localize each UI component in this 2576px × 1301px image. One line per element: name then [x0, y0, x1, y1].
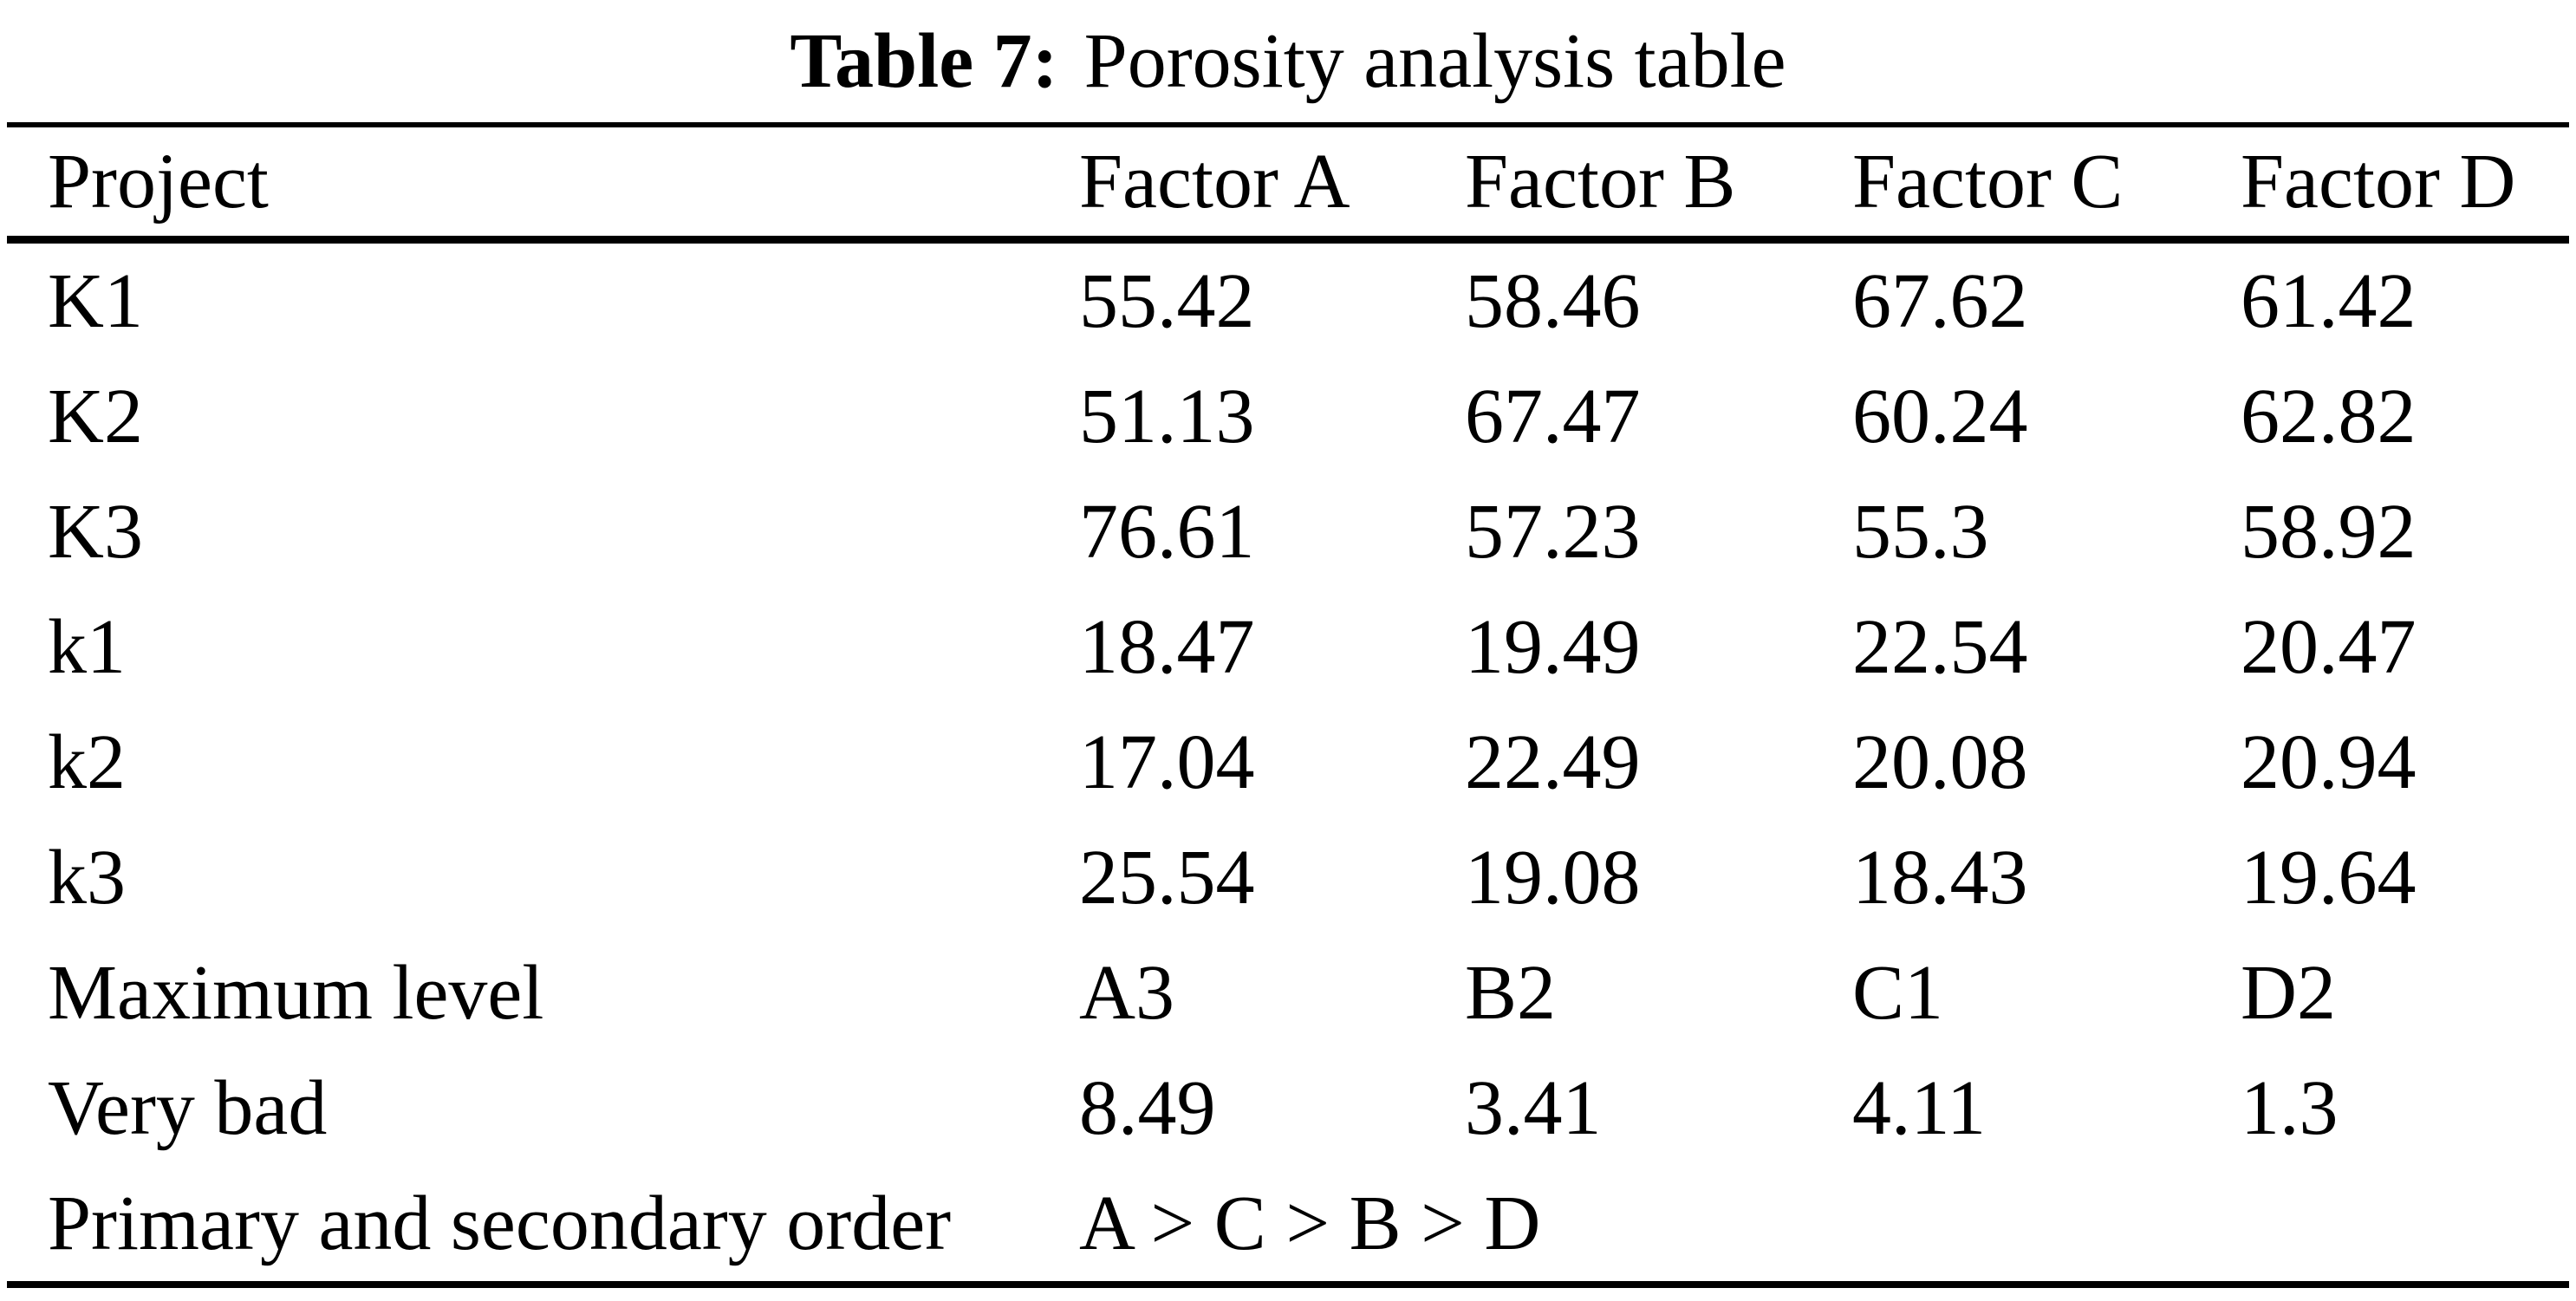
cell-value: 20.47 — [2241, 603, 2417, 690]
cell-value: 19.64 — [2241, 834, 2417, 920]
cell-value: 55.42 — [1079, 257, 1255, 344]
cell-value: 67.62 — [1852, 257, 2028, 344]
cell-value: 18.43 — [1852, 834, 2028, 920]
cell-value: 55.3 — [1852, 488, 1989, 575]
cell-value: 20.94 — [2241, 719, 2417, 805]
table-caption: Table 7: Porosity analysis table — [0, 0, 2576, 122]
cell-value: 1.3 — [2241, 1064, 2339, 1151]
cell-value: 4.11 — [1852, 1064, 1987, 1151]
cell-value: 58.92 — [2241, 488, 2417, 575]
row-label: K3 — [48, 488, 143, 575]
row-label: k1 — [48, 603, 126, 690]
cell-value: 57.23 — [1465, 488, 1641, 575]
cell-value: A3 — [1079, 949, 1174, 1036]
table-row: K1 55.42 58.46 67.62 61.42 — [7, 240, 2569, 360]
table-row: k1 18.47 19.49 22.54 20.47 — [7, 589, 2569, 705]
table-row: Primary and secondary order A > C > B > … — [7, 1166, 2569, 1285]
table-row: k2 17.04 22.49 20.08 20.94 — [7, 705, 2569, 820]
cell-value: 76.61 — [1079, 488, 1255, 575]
cell-value: 61.42 — [2241, 257, 2417, 344]
table-row: K3 76.61 57.23 55.3 58.92 — [7, 474, 2569, 589]
table-row: k3 25.54 19.08 18.43 19.64 — [7, 820, 2569, 935]
cell-value: 67.47 — [1465, 373, 1641, 459]
row-label: k2 — [48, 719, 126, 805]
cell-value: 22.54 — [1852, 603, 2028, 690]
column-header-factor-d: Factor D — [2241, 138, 2516, 224]
row-label: Primary and secondary order — [48, 1180, 952, 1266]
cell-value: 19.49 — [1465, 603, 1641, 690]
cell-value: B2 — [1465, 949, 1557, 1036]
column-header-factor-b: Factor B — [1465, 138, 1736, 224]
cell-value: 8.49 — [1079, 1064, 1216, 1151]
cell-value: D2 — [2241, 949, 2336, 1036]
column-header-factor-a: Factor A — [1079, 138, 1350, 224]
cell-value: C1 — [1852, 949, 1944, 1036]
cell-value: 22.49 — [1465, 719, 1641, 805]
table-row: Very bad 8.49 3.41 4.11 1.3 — [7, 1051, 2569, 1166]
row-label: Maximum level — [48, 949, 544, 1036]
row-label: Very bad — [48, 1064, 328, 1151]
column-header-factor-c: Factor C — [1852, 138, 2124, 224]
cell-value: 17.04 — [1079, 719, 1255, 805]
row-label: K1 — [48, 257, 143, 344]
cell-value: A > C > B > D — [1079, 1180, 1541, 1266]
column-header-project: Project — [48, 138, 269, 224]
cell-value: 3.41 — [1465, 1064, 1602, 1151]
table-row: K2 51.13 67.47 60.24 62.82 — [7, 359, 2569, 474]
cell-value: 51.13 — [1079, 373, 1255, 459]
row-label: K2 — [48, 373, 143, 459]
cell-value: 18.47 — [1079, 603, 1255, 690]
row-label: k3 — [48, 834, 126, 920]
cell-value: 25.54 — [1079, 834, 1255, 920]
cell-value: 19.08 — [1465, 834, 1641, 920]
cell-value: 62.82 — [2241, 373, 2417, 459]
table-row: Maximum level A3 B2 C1 D2 — [7, 935, 2569, 1051]
table-caption-number: Table 7: — [790, 17, 1058, 104]
porosity-analysis-table: Project Factor A Factor B Factor C Facto… — [7, 122, 2569, 1288]
header-row: Project Factor A Factor B Factor C Facto… — [7, 125, 2569, 240]
cell-value: 20.08 — [1852, 719, 2028, 805]
cell-value: 58.46 — [1465, 257, 1641, 344]
table-caption-title: Porosity analysis table — [1083, 17, 1786, 104]
cell-value: 60.24 — [1852, 373, 2028, 459]
